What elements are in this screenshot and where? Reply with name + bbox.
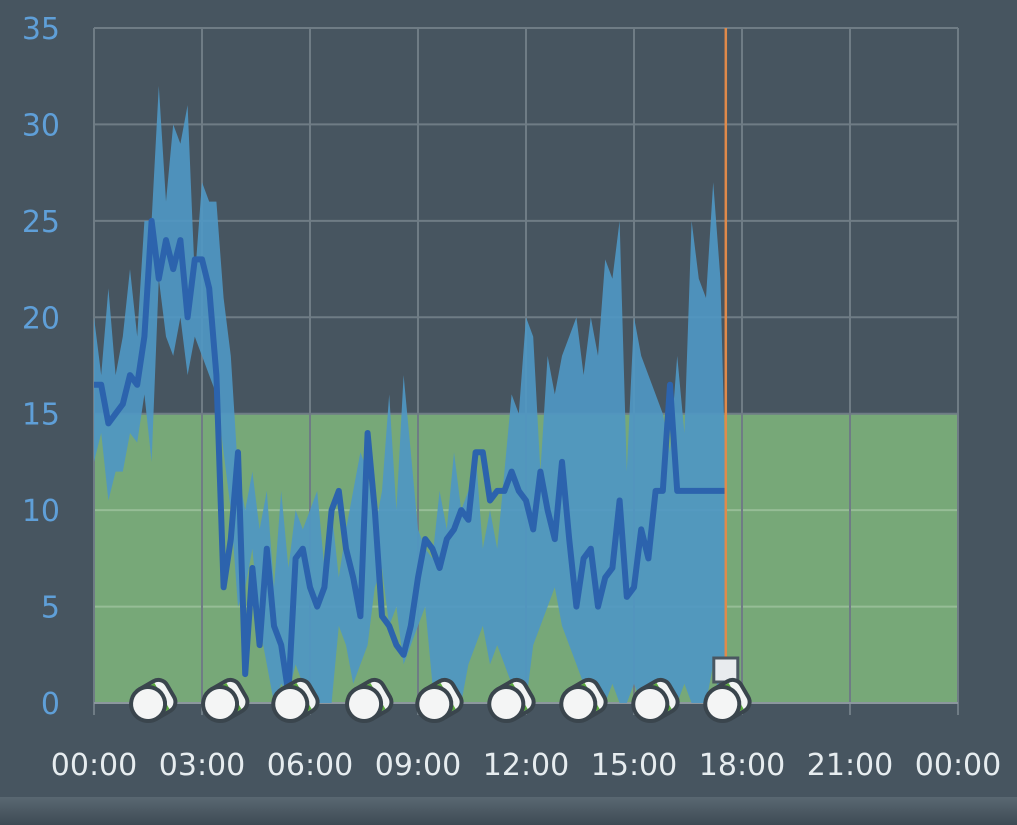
y-tick-label: 15	[22, 398, 60, 433]
x-tick-label: 03:00	[159, 748, 245, 783]
x-tick-label: 09:00	[375, 748, 461, 783]
y-tick-label: 0	[41, 687, 60, 722]
pen-icon[interactable]	[197, 676, 251, 727]
pen-icon[interactable]	[341, 676, 395, 727]
y-tick-label: 25	[22, 205, 60, 240]
x-tick-label: 21:00	[807, 748, 893, 783]
pen-icon[interactable]	[125, 676, 179, 727]
x-tick-label: 06:00	[267, 748, 353, 783]
pen-icon[interactable]	[267, 676, 321, 727]
y-tick-label: 5	[41, 591, 60, 626]
bottom-bar	[0, 797, 1017, 825]
pen-icon[interactable]	[483, 676, 537, 727]
x-tick-label: 12:00	[483, 748, 569, 783]
pen-icon[interactable]	[411, 676, 465, 727]
x-tick-label: 15:00	[591, 748, 677, 783]
pen-icon[interactable]	[555, 676, 609, 727]
pen-icon[interactable]	[699, 676, 753, 727]
pen-icon[interactable]	[627, 676, 681, 727]
median-line	[94, 217, 726, 697]
x-tick-label: 00:00	[915, 748, 1001, 783]
y-tick-label: 10	[22, 494, 60, 529]
y-tick-label: 30	[22, 108, 60, 143]
x-tick-label: 00:00	[51, 748, 137, 783]
y-tick-label: 35	[22, 12, 60, 47]
y-tick-label: 20	[22, 301, 60, 336]
x-tick-label: 18:00	[699, 748, 785, 783]
